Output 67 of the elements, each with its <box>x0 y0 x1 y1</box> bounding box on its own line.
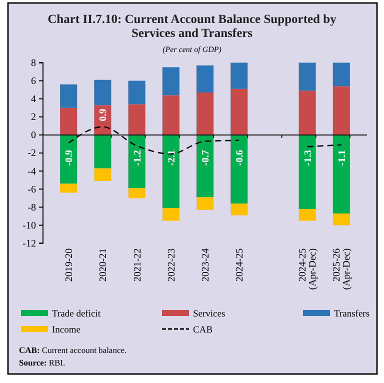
bar <box>230 88 248 135</box>
y-tick-label: 0 <box>31 130 36 142</box>
bar <box>60 84 78 108</box>
bar <box>230 204 248 216</box>
legend-label: Transfers <box>334 310 370 320</box>
data-label: 0.9 <box>98 108 110 122</box>
bar <box>298 134 316 209</box>
legend-label: CAB <box>193 326 213 336</box>
y-tick-label: 8 <box>31 58 36 69</box>
bar <box>332 134 350 214</box>
y-tick-label: -8 <box>28 202 36 214</box>
y-tick-label: -2 <box>28 148 36 160</box>
bar <box>298 62 316 91</box>
data-label: -0.9 <box>64 150 76 166</box>
bar <box>332 214 350 226</box>
x-tick-label: 2025-26 (Apr-Dec) <box>331 248 352 290</box>
data-label: -0.6 <box>234 150 246 166</box>
x-tick-label: 2022-23 <box>166 248 178 282</box>
x-tick-label: 2021-22 <box>132 248 144 282</box>
bar <box>128 188 146 198</box>
bar <box>94 134 112 168</box>
bar <box>332 62 350 86</box>
data-label: -1.2 <box>132 150 144 166</box>
y-tick-label: 2 <box>31 112 36 124</box>
bar <box>162 95 180 135</box>
y-tick-label: -12 <box>22 238 36 250</box>
bar <box>196 134 214 198</box>
data-label: -1.1 <box>336 150 348 166</box>
bar <box>196 65 214 92</box>
text: CAB: Current account balance. <box>19 345 127 355</box>
source-note: Source: RBI. <box>19 358 66 368</box>
bar <box>196 197 214 210</box>
bar <box>94 80 112 106</box>
bar <box>60 184 78 193</box>
legend-label: Income <box>52 326 80 336</box>
y-tick-label: -10 <box>22 220 36 232</box>
bar <box>128 104 146 135</box>
chart-subtitle: (Per cent of GDP) <box>162 45 222 54</box>
chart-title: Chart II.7.10: Current Account Balance Supported by Services and Transfers <box>48 12 338 40</box>
bar <box>162 134 180 208</box>
bar <box>128 80 146 104</box>
bar <box>60 134 78 184</box>
data-label: -2.1 <box>166 150 178 166</box>
bar <box>230 62 248 89</box>
bar <box>60 108 78 135</box>
bar <box>332 86 350 135</box>
x-tick-label: 2024-25 <box>234 248 246 282</box>
y-tick-label: 6 <box>31 76 36 87</box>
bar <box>162 208 180 221</box>
y-tick-label: 4 <box>31 94 36 106</box>
bar <box>196 92 214 135</box>
bar <box>94 168 112 181</box>
y-tick-label: -4 <box>28 166 36 178</box>
x-tick-label: 2020-21 <box>98 248 110 282</box>
bar <box>128 134 146 188</box>
x-tick-label: 2023-24 <box>200 248 212 282</box>
bar <box>162 67 180 96</box>
bar <box>298 90 316 135</box>
x-tick-label: 2024-25 (Apr-Dec) <box>297 248 318 290</box>
legend-label: Services <box>193 310 226 320</box>
bar <box>230 134 248 204</box>
x-tick-label: 2019-20 <box>64 248 76 282</box>
bar <box>298 208 316 221</box>
data-label: -0.7 <box>200 150 212 166</box>
y-tick-label: -6 <box>28 184 36 196</box>
legend-label: Trade deficit <box>52 310 101 320</box>
data-label: -1.3 <box>302 150 314 166</box>
